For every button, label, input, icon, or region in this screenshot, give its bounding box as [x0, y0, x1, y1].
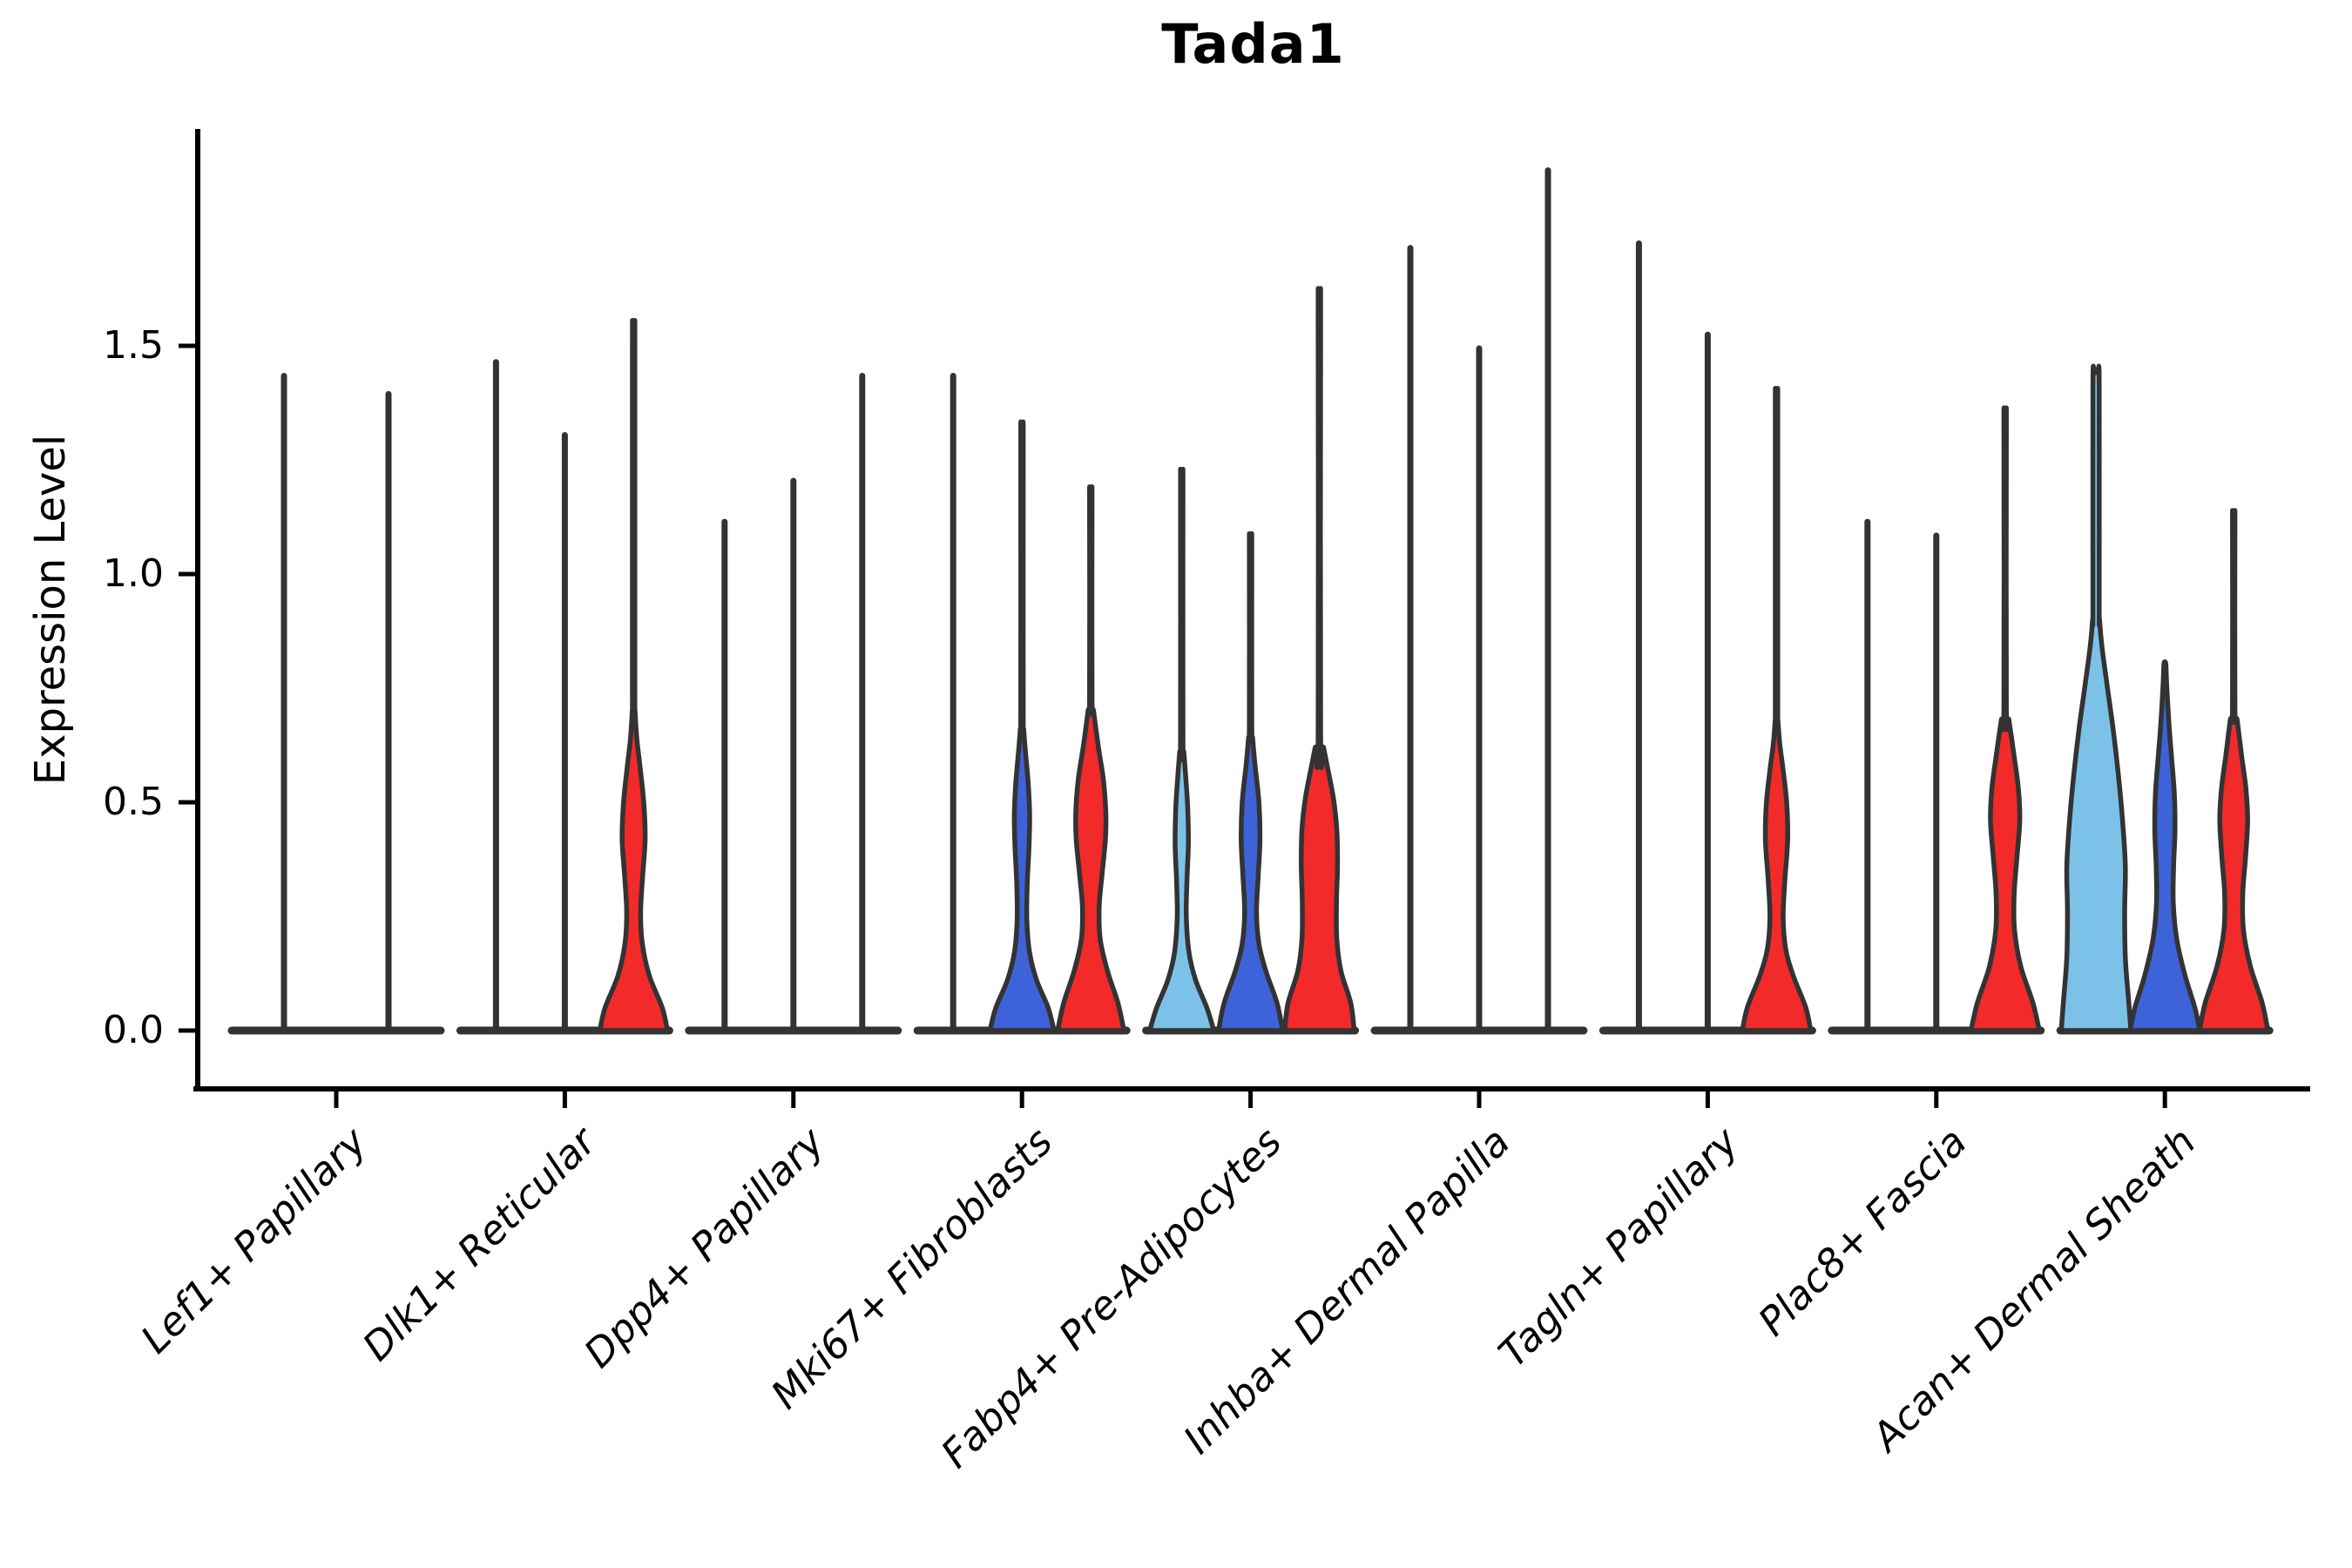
violin-body-acan-dermal-sheath-0 — [2058, 363, 2133, 1033]
y-axis-label: Expression Level — [26, 434, 75, 786]
violin-body-plac8-fascia-2 — [1968, 405, 2042, 1033]
violin-body-fabp4-pre-adipocytes-0 — [1147, 466, 1217, 1033]
violin-body-mki67-fibroblasts-1 — [987, 419, 1057, 1033]
violin-body-mki67-fibroblasts-2 — [1055, 484, 1126, 1033]
violin-body-tagln-papillary-2 — [1740, 386, 1814, 1033]
y-tick-label: 1.5 — [103, 323, 164, 368]
violin-body-fabp4-pre-adipocytes-2 — [1281, 286, 1357, 1033]
y-tick-label: 0.5 — [103, 780, 164, 824]
violin-body-acan-dermal-sheath-2 — [2197, 508, 2271, 1033]
violin-body-acan-dermal-sheath-1 — [2127, 659, 2202, 1033]
y-tick-label: 0.0 — [103, 1008, 164, 1052]
y-tick-label: 1.0 — [103, 551, 164, 596]
violin-body-fabp4-pre-adipocytes-1 — [1216, 531, 1286, 1033]
violin-body-dlk1-reticular-2 — [597, 318, 670, 1033]
chart-title: Tada1 — [1161, 12, 1345, 76]
